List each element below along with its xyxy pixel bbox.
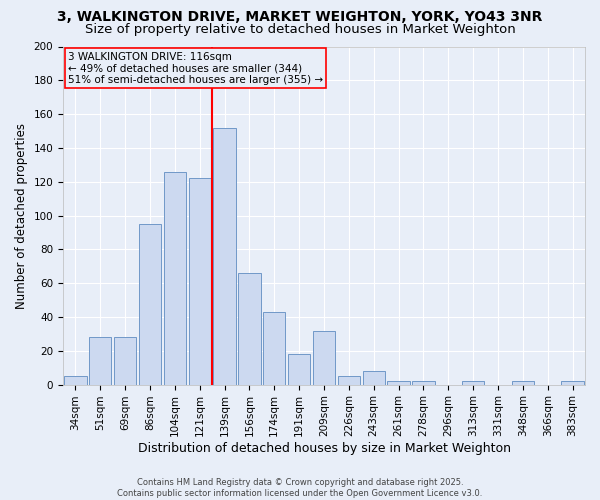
Y-axis label: Number of detached properties: Number of detached properties <box>15 122 28 308</box>
Bar <box>64 376 86 384</box>
Bar <box>412 381 434 384</box>
Bar <box>388 381 410 384</box>
Bar <box>89 338 112 384</box>
Bar <box>214 128 236 384</box>
Bar <box>288 354 310 384</box>
Bar <box>562 381 584 384</box>
X-axis label: Distribution of detached houses by size in Market Weighton: Distribution of detached houses by size … <box>137 442 511 455</box>
Bar <box>263 312 286 384</box>
Bar <box>462 381 484 384</box>
Bar <box>313 330 335 384</box>
Bar <box>362 371 385 384</box>
Bar <box>512 381 534 384</box>
Bar <box>164 172 186 384</box>
Bar <box>238 273 260 384</box>
Text: 3, WALKINGTON DRIVE, MARKET WEIGHTON, YORK, YO43 3NR: 3, WALKINGTON DRIVE, MARKET WEIGHTON, YO… <box>58 10 542 24</box>
Bar <box>114 338 136 384</box>
Bar <box>188 178 211 384</box>
Text: Contains HM Land Registry data © Crown copyright and database right 2025.
Contai: Contains HM Land Registry data © Crown c… <box>118 478 482 498</box>
Bar <box>139 224 161 384</box>
Text: Size of property relative to detached houses in Market Weighton: Size of property relative to detached ho… <box>85 22 515 36</box>
Text: 3 WALKINGTON DRIVE: 116sqm
← 49% of detached houses are smaller (344)
51% of sem: 3 WALKINGTON DRIVE: 116sqm ← 49% of deta… <box>68 52 323 85</box>
Bar <box>338 376 360 384</box>
